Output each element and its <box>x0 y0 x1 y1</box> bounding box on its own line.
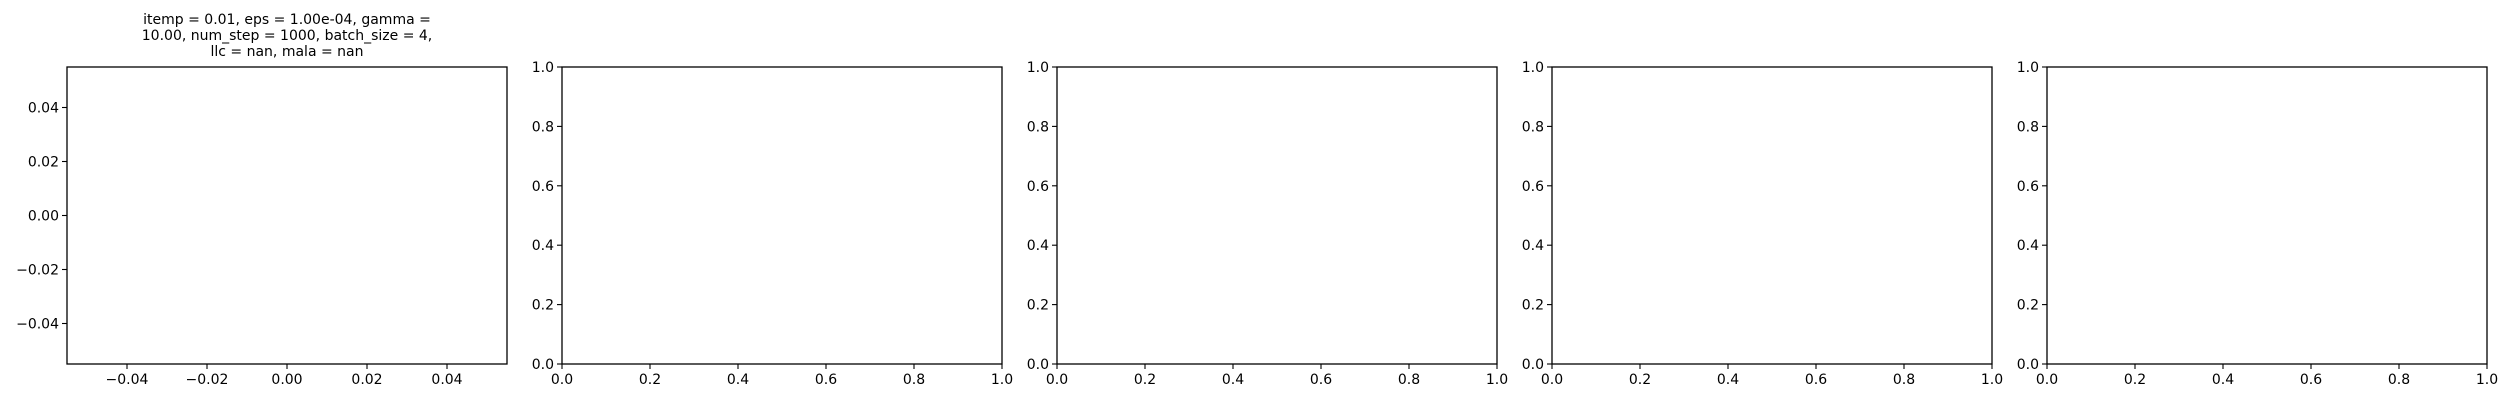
subplot-2-x-tick-label: 0.0 <box>551 372 573 388</box>
subplot-5-x-tick-label: 0.2 <box>2124 372 2146 388</box>
subplot-2-y-tick-label: 0.2 <box>532 298 554 314</box>
subplot-2-y-tick-label: 0.6 <box>532 179 554 195</box>
subplot-5-x-tick-label: 0.6 <box>2300 372 2322 388</box>
subplot-3-y-tick-label: 1.0 <box>1027 60 1049 76</box>
subplot-2-x-tick-label: 1.0 <box>991 372 1013 388</box>
subplot-4-y-tick-label: 0.6 <box>1522 179 1544 195</box>
subplot-4-axes-frame <box>1551 66 1993 365</box>
subplot-1-title-line-3: llc = nan, mala = nan <box>210 44 364 60</box>
subplot-2-y-tick-label: 0.4 <box>532 238 554 254</box>
subplot-3-x-tick-label: 0.0 <box>1046 372 1068 388</box>
subplot-5-y-tick-label: 0.6 <box>2017 179 2039 195</box>
subplot-1-y-tick-label: 0.04 <box>28 101 59 117</box>
subplot-1-y-tick-label: −0.02 <box>16 263 59 279</box>
subplot-1-x-tick-label: −0.02 <box>186 372 229 388</box>
subplot-3-x-tick-label: 0.2 <box>1134 372 1156 388</box>
subplot-2-x-tick-label: 0.2 <box>639 372 661 388</box>
subplot-5-y-tick-label: 1.0 <box>2017 60 2039 76</box>
subplot-4-y-tick-label: 1.0 <box>1522 60 1544 76</box>
subplot-1-y-tick-label: −0.04 <box>16 317 59 333</box>
subplot-1-y-tick-label: 0.00 <box>28 209 59 225</box>
subplot-2-y-tick-label: 1.0 <box>532 60 554 76</box>
subplot-4-y-tick-label: 0.2 <box>1522 298 1544 314</box>
subplot-4-x-tick-label: 0.4 <box>1717 372 1739 388</box>
subplot-1-title: itemp = 0.01, eps = 1.00e-04, gamma = 10… <box>67 12 507 60</box>
subplot-2-x-tick-label: 0.6 <box>815 372 837 388</box>
subplot-3-x-tick-label: 0.6 <box>1310 372 1332 388</box>
subplot-4-x-tick-label: 0.2 <box>1629 372 1651 388</box>
subplot-1-axes-frame <box>66 66 508 365</box>
subplot-2-y-tick-label: 0.0 <box>532 357 554 373</box>
subplot-5-x-tick-label: 1.0 <box>2476 372 2498 388</box>
subplot-5-y-tick-label: 0.8 <box>2017 119 2039 135</box>
subplot-5-x-tick-label: 0.0 <box>2036 372 2058 388</box>
subplot-1-x-tick-label: 0.04 <box>431 372 462 388</box>
subplot-4-x-tick-label: 0.6 <box>1805 372 1827 388</box>
subplot-3-y-tick-label: 0.8 <box>1027 119 1049 135</box>
subplot-5-y-tick-label: 0.0 <box>2017 357 2039 373</box>
subplot-2-x-tick-label: 0.8 <box>903 372 925 388</box>
subplot-3-x-tick-label: 0.4 <box>1222 372 1244 388</box>
subplot-4-x-tick-label: 0.0 <box>1541 372 1563 388</box>
subplot-1-title-line-1: itemp = 0.01, eps = 1.00e-04, gamma = <box>143 12 431 28</box>
subplot-3-axes-frame <box>1056 66 1498 365</box>
subplot-1-x-tick-label: 0.02 <box>351 372 382 388</box>
subplot-4-y-tick-label: 0.8 <box>1522 119 1544 135</box>
subplot-3-x-tick-label: 0.8 <box>1398 372 1420 388</box>
subplot-2-y-tick-label: 0.8 <box>532 119 554 135</box>
subplot-5-axes-frame <box>2046 66 2488 365</box>
subplot-4-x-tick-label: 0.8 <box>1893 372 1915 388</box>
subplot-3-y-tick-label: 0.0 <box>1027 357 1049 373</box>
subplot-5-x-tick-label: 0.4 <box>2212 372 2234 388</box>
subplot-1-y-tick-label: 0.02 <box>28 155 59 171</box>
subplot-1-x-tick-label: −0.04 <box>106 372 149 388</box>
subplot-3-x-tick-label: 1.0 <box>1486 372 1508 388</box>
subplot-1-x-tick-label: 0.00 <box>271 372 302 388</box>
subplot-5-x-tick-label: 0.8 <box>2388 372 2410 388</box>
subplot-3-y-tick-label: 0.6 <box>1027 179 1049 195</box>
subplot-4-y-tick-label: 0.4 <box>1522 238 1544 254</box>
subplot-4-x-tick-label: 1.0 <box>1981 372 2003 388</box>
subplot-2-axes-frame <box>561 66 1003 365</box>
subplot-5-y-tick-label: 0.4 <box>2017 238 2039 254</box>
subplot-4-y-tick-label: 0.0 <box>1522 357 1544 373</box>
subplot-3-y-tick-label: 0.4 <box>1027 238 1049 254</box>
subplot-3-y-tick-label: 0.2 <box>1027 298 1049 314</box>
subplot-5-y-tick-label: 0.2 <box>2017 298 2039 314</box>
subplot-2-x-tick-label: 0.4 <box>727 372 749 388</box>
subplot-1-title-line-2: 10.00, num_step = 1000, batch_size = 4, <box>141 28 433 44</box>
